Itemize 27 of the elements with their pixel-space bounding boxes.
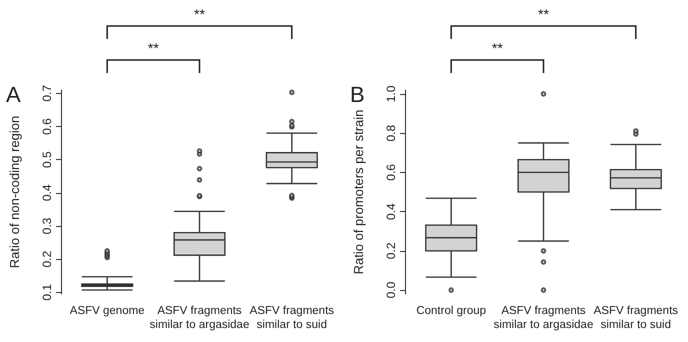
x-tick-label: ASFV genome bbox=[70, 305, 145, 317]
y-tick-label: 0.6 bbox=[384, 164, 398, 181]
chart-title: B bbox=[350, 82, 365, 108]
y-tick-label: 0.3 bbox=[40, 217, 54, 234]
chart-title: A bbox=[6, 82, 21, 108]
x-tick-label: Control group bbox=[416, 305, 486, 317]
y-tick-label: 1.0 bbox=[384, 85, 398, 102]
x-tick-label: ASFV fragments similar to suid bbox=[250, 305, 334, 331]
y-tick-label: 0.6 bbox=[40, 118, 54, 135]
y-tick-label: 0.1 bbox=[40, 284, 54, 301]
y-tick-label: 0.2 bbox=[384, 242, 398, 260]
y-tick-label: 0.4 bbox=[384, 202, 398, 220]
x-tick-label: ASFV fragments similar to suid bbox=[594, 305, 678, 331]
y-tick-label: 0.7 bbox=[40, 84, 54, 102]
y-axis-title: Ratio of promoters per strain bbox=[351, 110, 366, 274]
text: ** bbox=[538, 6, 549, 22]
y-tick-label: 0.0 bbox=[384, 281, 398, 298]
y-tick-label: 0.4 bbox=[40, 184, 54, 202]
y-tick-label: 0.2 bbox=[40, 250, 54, 268]
x-tick-label: ASFV fragments similar to argasidae bbox=[494, 305, 594, 331]
text: ** bbox=[148, 40, 159, 56]
y-tick-label: 0.8 bbox=[384, 124, 398, 142]
text: ** bbox=[492, 40, 503, 56]
text: ** bbox=[194, 6, 205, 22]
x-tick-label: ASFV fragments similar to argasidae bbox=[150, 305, 250, 331]
y-tick-label: 0.5 bbox=[40, 150, 54, 168]
y-axis-title: Ratio of non-coding region bbox=[7, 116, 22, 268]
